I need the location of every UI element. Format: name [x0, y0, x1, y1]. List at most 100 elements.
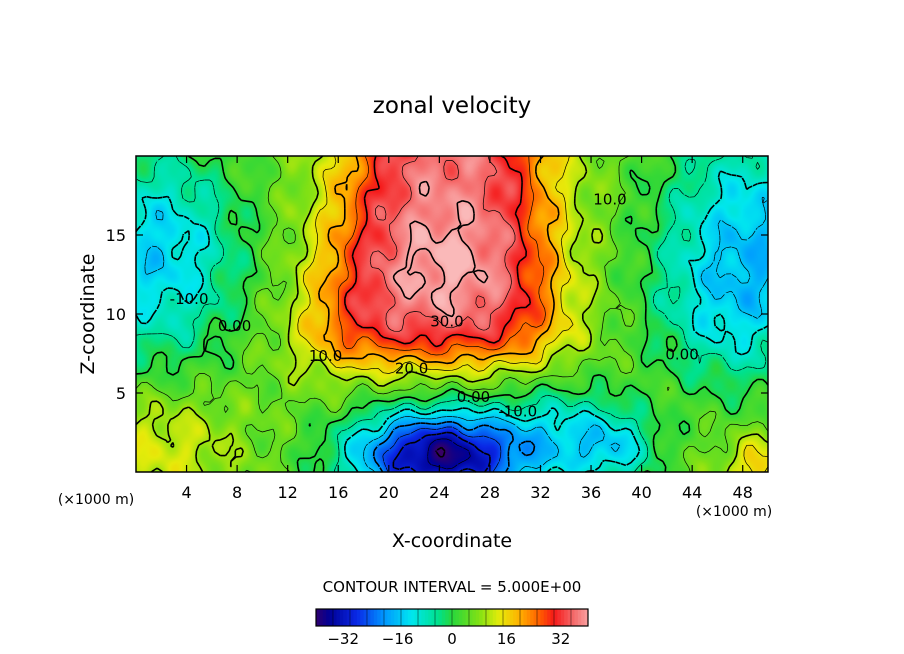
- colorbar-swatch: [373, 609, 378, 626]
- x-axis: 4 8 12 16 20 24 28 32 36 40 44 48: [181, 156, 753, 502]
- colorbar-swatch: [435, 609, 439, 626]
- colorbar-swatch: [526, 609, 531, 626]
- colorbar-tick-label: 16: [497, 630, 516, 648]
- contour-label: -10.0: [498, 402, 537, 420]
- x-unit-right: (×1000 m): [696, 504, 772, 520]
- colorbar-swatch: [530, 609, 534, 626]
- colorbar-swatch: [547, 609, 551, 626]
- colorbar-swatch: [370, 609, 375, 626]
- colorbar-swatch: [445, 609, 449, 626]
- contour-line: [318, 155, 560, 365]
- colorbar-swatch: [401, 609, 405, 626]
- colorbar-swatch: [407, 609, 412, 626]
- colorbar-swatch: [350, 609, 354, 626]
- colorbar-swatch: [452, 609, 456, 626]
- contour-line: [135, 155, 769, 473]
- colorbar-swatch: [316, 609, 320, 626]
- x-tick-label: 12: [278, 483, 298, 502]
- contour-label: 10.0: [309, 347, 342, 365]
- colorbar-swatch: [571, 609, 575, 626]
- colorbar-swatch: [581, 609, 585, 626]
- contour-label: 0.00: [218, 317, 251, 335]
- colorbar-swatch: [516, 609, 521, 626]
- colorbar-swatch: [503, 609, 507, 626]
- x-tick-label: 28: [480, 483, 500, 502]
- contour-labels: -10.0 0.00 10.0 20.0 30.0 0.00 -10.0 10.0 0.00: [170, 191, 699, 421]
- x-tick-label: 36: [581, 483, 601, 502]
- colorbar-swatch: [554, 609, 558, 626]
- colorbar-swatch: [336, 609, 341, 626]
- y-axis: 5 10 15: [106, 226, 768, 403]
- contour-line: [392, 431, 491, 473]
- x-tick-label: 20: [379, 483, 399, 502]
- y-tick-label: 5: [116, 384, 126, 403]
- colorbar-swatch: [564, 609, 568, 626]
- colorbar-tick-label: 0: [447, 630, 457, 648]
- contour-line: [435, 446, 446, 458]
- colorbar-swatch: [489, 609, 494, 626]
- colorbar-swatch: [319, 609, 324, 626]
- x-tick-label: 24: [429, 483, 449, 502]
- colorbar-swatch: [394, 609, 398, 626]
- colorbar-swatch: [339, 609, 344, 626]
- colorbar-swatch: [431, 609, 436, 626]
- colorbar-swatch: [475, 609, 480, 626]
- colorbar-swatch: [390, 609, 395, 626]
- colorbar-swatch: [574, 609, 579, 626]
- colorbar-swatch: [496, 609, 500, 626]
- x-tick-label: 32: [530, 483, 550, 502]
- contour-line: [144, 196, 769, 473]
- colorbar-swatch: [421, 609, 426, 626]
- colorbar-tick-label: −16: [382, 630, 414, 648]
- colorbar-swatch: [584, 609, 589, 626]
- colorbar-swatch: [520, 609, 524, 626]
- contour-line: [135, 155, 769, 473]
- colorbar-swatch: [441, 609, 446, 626]
- colorbar-tick-label: −32: [327, 630, 359, 648]
- x-tick-label: 4: [181, 483, 191, 502]
- colorbar-swatch: [353, 609, 358, 626]
- colorbar-swatch: [560, 609, 565, 626]
- x-axis-label: X-coordinate: [392, 530, 512, 552]
- contour-line: [372, 421, 536, 473]
- colorbar-swatch: [363, 609, 368, 626]
- contour-label: 30.0: [430, 312, 463, 330]
- colorbar-swatch: [513, 609, 517, 626]
- colorbar-swatch: [506, 609, 511, 626]
- contour-label: 10.0: [593, 191, 626, 209]
- colorbar-swatch: [397, 609, 402, 626]
- colorbar-swatch: [533, 609, 538, 626]
- contour-line: [135, 155, 769, 473]
- colorbar-swatch: [322, 609, 327, 626]
- colorbar-swatch: [540, 609, 545, 626]
- colorbar-swatch: [462, 609, 466, 626]
- y-axis-label: Z-coordinate: [77, 254, 99, 375]
- contour-label: -10.0: [170, 290, 209, 308]
- colorbar-swatch: [387, 609, 392, 626]
- contour-line: [338, 155, 546, 356]
- contour-label: 0.00: [665, 346, 698, 364]
- colorbar-swatch: [543, 609, 548, 626]
- x-tick-label: 40: [631, 483, 651, 502]
- colorbar-swatch: [557, 609, 562, 626]
- colorbar-swatch: [377, 609, 381, 626]
- contour-line: [135, 170, 769, 473]
- y-tick-label: 15: [106, 226, 126, 245]
- colorbar-swatch: [492, 609, 497, 626]
- chart-title: zonal velocity: [373, 93, 531, 119]
- colorbar-swatch: [438, 609, 443, 626]
- colorbar-swatch: [509, 609, 514, 626]
- colorbar-swatch: [414, 609, 419, 626]
- x-tick-label: 48: [733, 483, 753, 502]
- colorbar-swatch: [404, 609, 409, 626]
- colorbar-swatch: [567, 609, 572, 626]
- colorbar-swatch: [577, 609, 582, 626]
- colorbar-swatch: [448, 609, 453, 626]
- x-tick-label: 16: [328, 483, 348, 502]
- colorbar-swatch: [482, 609, 487, 626]
- colorbar-swatch: [333, 609, 337, 626]
- colorbar-swatch: [418, 609, 422, 626]
- filled-contour-field: [136, 156, 768, 472]
- colorbar-swatch: [469, 609, 473, 626]
- colorbar-swatch: [479, 609, 483, 626]
